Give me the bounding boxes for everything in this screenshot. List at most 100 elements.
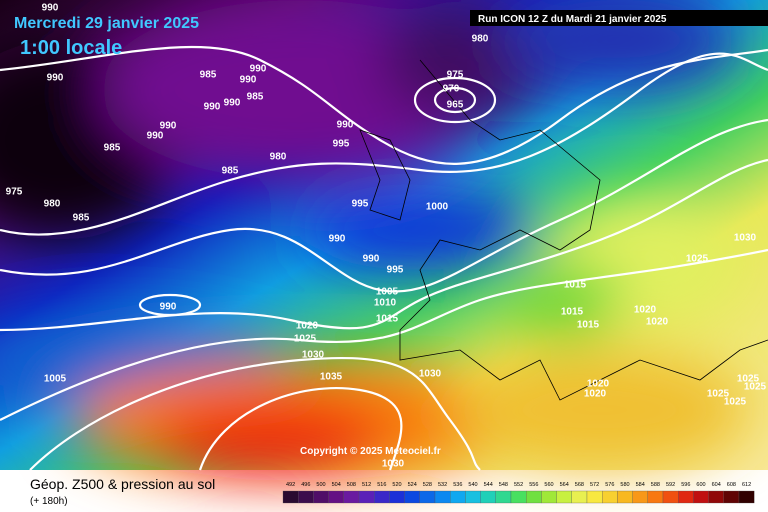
legend-label: 572	[590, 482, 599, 488]
isobar-label: 995	[352, 199, 369, 210]
isobar-label: 990	[337, 120, 354, 131]
isobar-label: 990	[329, 234, 346, 245]
legend-swatch	[526, 490, 542, 504]
legend-label: 508	[347, 482, 356, 488]
isobar-label: 1030	[302, 350, 325, 361]
run-info: Run ICON 12 Z du Mardi 21 janvier 2025	[478, 14, 667, 25]
legend-swatch	[662, 490, 679, 504]
isobar-label: 965	[447, 100, 464, 111]
legend-label: 540	[468, 482, 477, 488]
isobar-label: 995	[333, 139, 350, 150]
legend-swatch	[723, 490, 740, 504]
isobar-label: 985	[222, 166, 239, 177]
isobar-label: 1020	[587, 379, 610, 390]
map-title: Géop. Z500 & pression au sol	[30, 476, 215, 492]
legend-label: 600	[696, 482, 705, 488]
legend-label: 564	[560, 482, 569, 488]
isobar-label: 1005	[376, 287, 399, 298]
legend-swatch	[541, 490, 557, 504]
legend-label: 548	[499, 482, 508, 488]
legend-swatch	[556, 490, 572, 504]
legend-swatch	[465, 490, 481, 504]
legend-swatch	[282, 490, 299, 504]
isobar-label: 975	[447, 70, 464, 81]
legend-swatch	[586, 490, 603, 504]
legend-label: 496	[301, 482, 310, 488]
isobar-label: 985	[73, 213, 90, 224]
isobar-label: 980	[44, 199, 61, 210]
isobar-label: 1020	[646, 317, 669, 328]
legend-label: 604	[712, 482, 721, 488]
legend-swatch	[328, 490, 344, 504]
legend-label: 612	[742, 482, 751, 488]
legend-swatch	[738, 490, 755, 504]
legend-swatch	[450, 490, 466, 504]
legend-swatch	[374, 490, 390, 504]
legend-label: 520	[392, 482, 401, 488]
legend-label: 524	[408, 482, 417, 488]
isobar-label: 1025	[737, 374, 760, 385]
legend-swatch	[480, 490, 496, 504]
isobar-label: 985	[104, 143, 121, 154]
isobar-label: 1000	[426, 202, 449, 213]
isobar-label: 975	[6, 187, 23, 198]
legend-label: 536	[453, 482, 462, 488]
legend-label: 532	[438, 482, 447, 488]
legend-swatch	[678, 490, 694, 504]
isobar-label: 1035	[320, 372, 343, 383]
isobar-label: 1020	[634, 305, 657, 316]
forecast-step: (+ 180h)	[30, 496, 68, 507]
isobar-label: 1015	[564, 280, 587, 291]
isobar-label: 970	[443, 84, 460, 95]
legend-swatch	[571, 490, 588, 504]
isobar-label: 1025	[294, 334, 317, 345]
legend-label: 528	[423, 482, 432, 488]
isobar-label: 990	[160, 302, 177, 313]
isobar-label: 980	[270, 152, 287, 163]
legend-swatch	[389, 490, 405, 504]
isobar-label: 1025	[724, 397, 747, 408]
legend-label: 504	[332, 482, 341, 488]
legend-label: 552	[514, 482, 523, 488]
coastlines	[359, 59, 768, 401]
legend-label: 576	[605, 482, 614, 488]
legend-label: 516	[377, 482, 386, 488]
legend-swatch	[495, 490, 512, 504]
legend-label: 596	[681, 482, 690, 488]
isobar-label: 990	[250, 64, 267, 75]
legend-label: 592	[666, 482, 675, 488]
copyright: Copyright © 2025 Meteociel.fr	[300, 446, 441, 457]
legend-swatch	[708, 490, 724, 504]
legend-label: 500	[316, 482, 325, 488]
legend-label: 580	[620, 482, 629, 488]
isobar-label: 990	[147, 131, 164, 142]
run-banner	[470, 10, 768, 26]
isobar-label: 1030	[734, 233, 757, 244]
legend-swatch	[313, 490, 329, 504]
isobar-label: 990	[160, 121, 177, 132]
legend-swatch	[343, 490, 360, 504]
isobar-label: 1015	[577, 320, 600, 331]
legend-swatch	[404, 490, 420, 504]
legend-swatch	[298, 490, 314, 504]
legend-label: 588	[651, 482, 660, 488]
isobars	[0, 45, 768, 471]
legend-label: 584	[636, 482, 645, 488]
isobar-label: 1025	[686, 254, 709, 265]
forecast-time: 1:00 locale	[20, 37, 122, 59]
isobar-label: 1025	[707, 389, 730, 400]
legend-label: 492	[286, 482, 295, 488]
isobar-label: 980	[472, 34, 489, 45]
isobar-label: 1020	[296, 321, 319, 332]
legend-label: 568	[575, 482, 584, 488]
legend-label: 608	[727, 482, 736, 488]
isobar-label: 990	[363, 254, 380, 265]
legend-swatch	[358, 490, 375, 504]
legend-swatch	[647, 490, 664, 504]
isobar-label: 990	[240, 75, 257, 86]
legend-label: 512	[362, 482, 371, 488]
legend-label: 544	[484, 482, 493, 488]
isobar-label: 990	[224, 98, 241, 109]
